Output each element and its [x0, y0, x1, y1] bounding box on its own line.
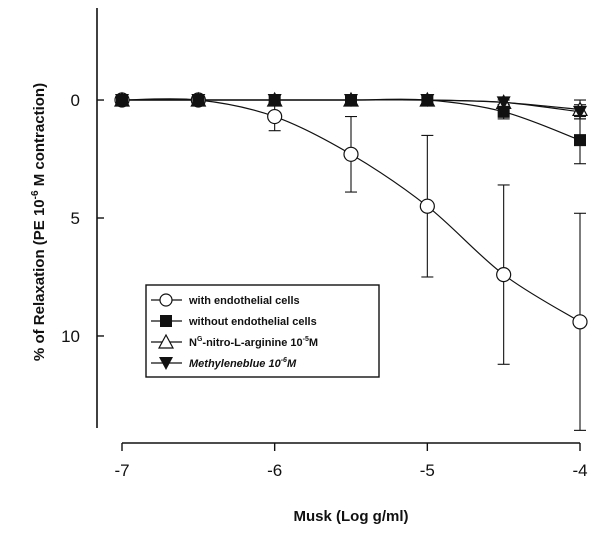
- data-point-filled-square: [574, 134, 586, 147]
- legend-entry-without-endothelial-cells: without endothelial cells: [151, 315, 317, 328]
- data-point-filled-triangle-down: [420, 94, 435, 108]
- svg-text:NG-nitro-L-arginine 10-5M: NG-nitro-L-arginine 10-5M: [189, 336, 318, 349]
- x-tick-label: -7: [114, 461, 129, 480]
- data-point-open-circle: [496, 267, 512, 283]
- data-point-filled-triangle-down: [115, 94, 129, 108]
- data-point-filled-triangle-down: [573, 105, 587, 119]
- data-point-open-circle: [267, 108, 283, 125]
- y-tick-label: 0: [71, 91, 80, 110]
- legend-marker-filled-triangle-down: [159, 357, 173, 370]
- x-tick-label: -6: [267, 461, 282, 480]
- legend-entry-methyleneblue: Methyleneblue 10-6M: [151, 357, 297, 370]
- data-point-open-circle: [343, 146, 359, 162]
- axes: [96, 8, 580, 444]
- legend: with endothelial cells without endotheli…: [145, 284, 380, 378]
- x-tick-label: -4: [572, 461, 587, 480]
- data-point-filled-triangle-down: [344, 94, 358, 108]
- svg-text:without endothelial cells: without endothelial cells: [188, 316, 317, 328]
- legend-marker-open-circle: [159, 293, 173, 307]
- legend-box: [145, 284, 380, 378]
- legend-marker-open-triangle: [157, 333, 175, 349]
- svg-text:with endothelial cells: with endothelial cells: [188, 295, 300, 307]
- data-point-open-circle: [419, 198, 435, 214]
- data-point-filled-triangle-down: [496, 96, 511, 110]
- data-point-filled-square: [497, 105, 510, 118]
- data-point-filled-triangle-down: [191, 94, 206, 108]
- plot-area: [113, 91, 589, 431]
- x-ticks: -7 -6 -5 -4: [114, 443, 588, 480]
- legend-entry-with-endothelial-cells: with endothelial cells: [151, 293, 300, 307]
- y-tick-label: 10: [61, 327, 80, 346]
- y-ticks: 0 5 10: [61, 91, 104, 346]
- y-tick-label: 5: [71, 209, 80, 228]
- y-axis-title-exponent: -6: [30, 190, 41, 199]
- data-point-open-circle: [572, 314, 588, 330]
- legend-marker-filled-square: [160, 315, 172, 327]
- x-tick-label: -5: [420, 461, 435, 480]
- data-point-filled-triangle-down: [267, 94, 282, 108]
- y-axis-title: % of Relaxation (PE 10-6 M contraction): [30, 83, 48, 361]
- svg-text:Methyleneblue 10-6M: Methyleneblue 10-6M: [189, 357, 297, 370]
- legend-entry-ng-nitro-l-arginine: NG-nitro-L-arginine 10-5M: [151, 333, 318, 349]
- x-axis-title: Musk (Log g/ml): [294, 508, 409, 525]
